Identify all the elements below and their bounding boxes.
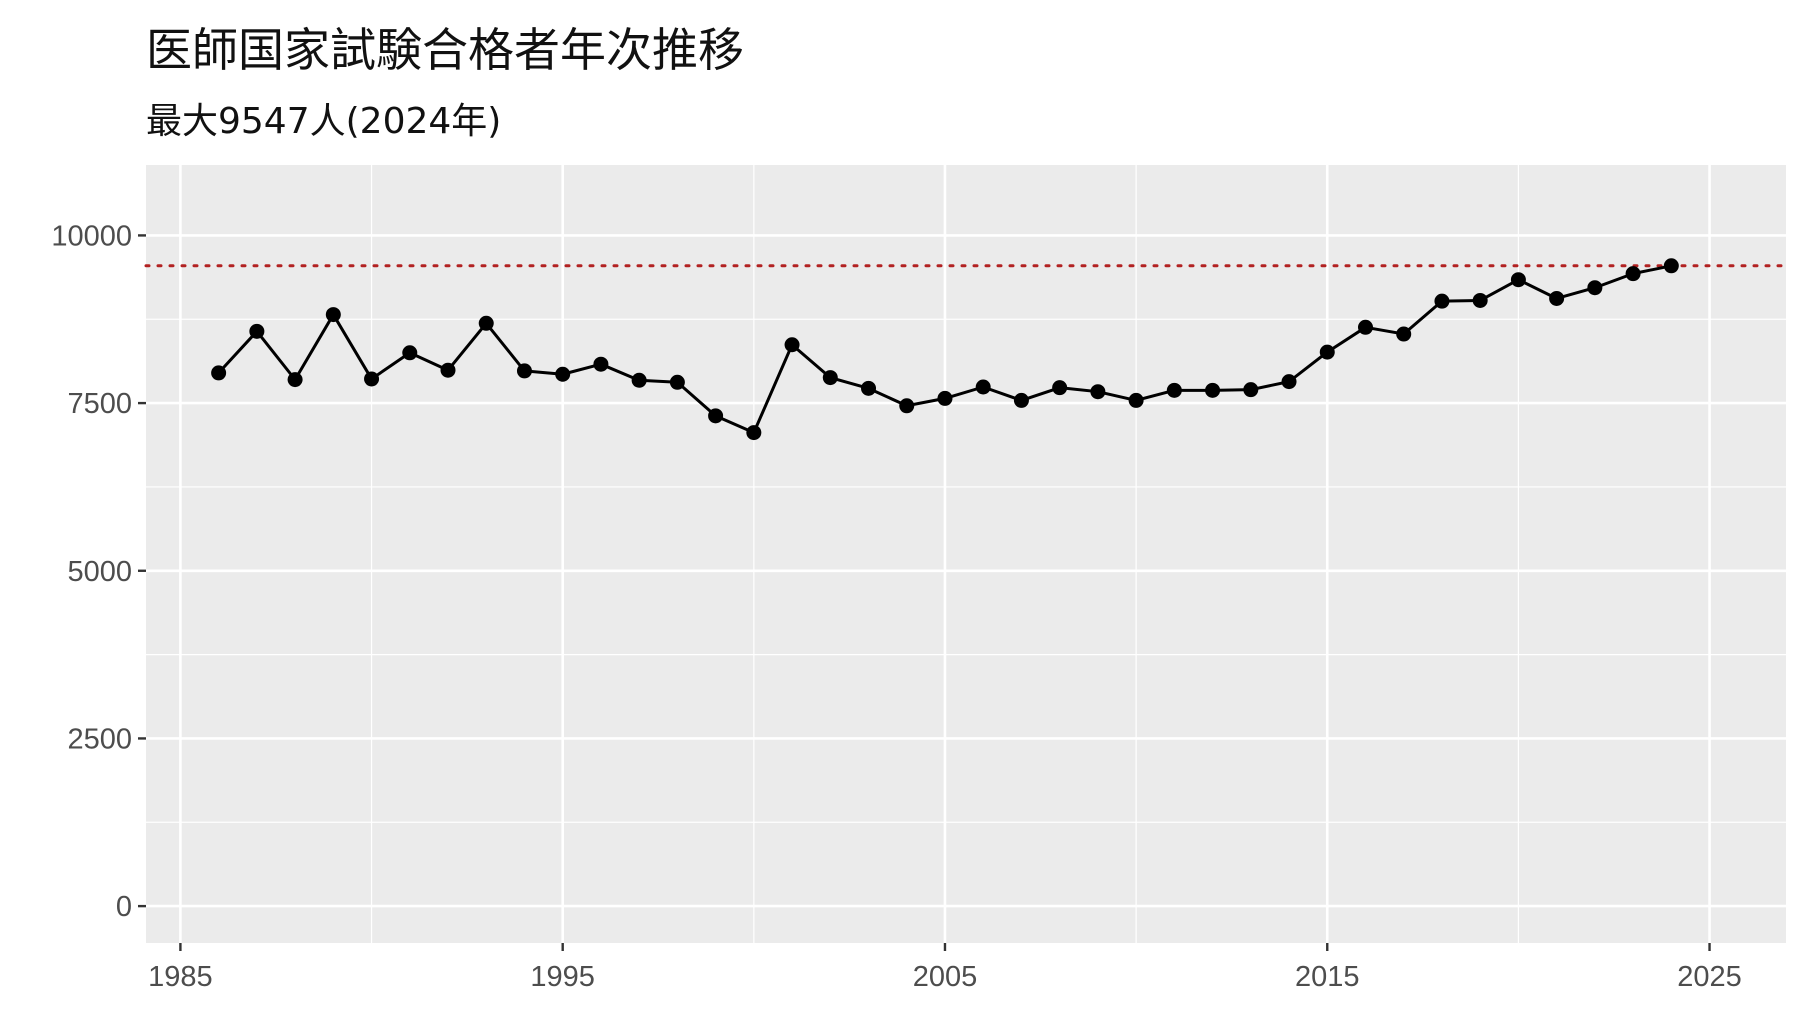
data-point <box>1281 374 1297 390</box>
data-point <box>1549 290 1565 306</box>
data-point <box>1510 272 1526 288</box>
data-point <box>478 315 494 331</box>
data-point <box>287 372 303 388</box>
data-point <box>669 374 685 390</box>
data-point <box>516 363 532 379</box>
data-point <box>1396 326 1412 342</box>
data-point <box>1472 292 1488 308</box>
y-tick-label: 7500 <box>67 388 132 420</box>
data-point <box>1205 382 1221 398</box>
x-tick-label: 2005 <box>913 961 978 993</box>
data-point <box>1166 382 1182 398</box>
data-point <box>325 307 341 323</box>
data-point <box>1128 392 1144 408</box>
data-point <box>1663 258 1679 274</box>
data-point <box>593 356 609 372</box>
data-point <box>211 365 227 381</box>
data-point <box>899 398 915 414</box>
x-tick-label: 2025 <box>1677 961 1742 993</box>
data-point <box>440 362 456 378</box>
data-point <box>784 337 800 353</box>
data-point <box>1319 344 1335 360</box>
data-point <box>1013 392 1029 408</box>
y-tick-label: 5000 <box>67 556 132 588</box>
data-point <box>822 370 838 386</box>
data-point <box>1243 382 1259 398</box>
data-point <box>364 371 380 387</box>
data-point <box>861 380 877 396</box>
data-point <box>1357 319 1373 335</box>
x-axis: 1985 1995 2005 2015 2025 <box>148 943 1742 993</box>
data-points <box>211 258 1679 441</box>
data-point <box>1052 380 1068 396</box>
data-point <box>402 345 418 361</box>
data-point <box>708 408 724 424</box>
y-tick-label: 0 <box>116 891 132 923</box>
data-point <box>975 379 991 395</box>
x-tick-label: 1985 <box>148 961 213 993</box>
data-point <box>555 366 571 382</box>
data-point <box>937 390 953 406</box>
y-axis: 0 2500 5000 7500 10000 <box>51 220 146 923</box>
data-point <box>1625 266 1641 282</box>
grid-minor <box>146 165 1786 943</box>
x-tick-label: 1995 <box>530 961 595 993</box>
y-tick-label: 2500 <box>67 723 132 755</box>
y-tick-label: 10000 <box>51 220 132 252</box>
chart-title: 医師国家試験合格者年次推移 <box>146 23 744 77</box>
data-point <box>1434 293 1450 309</box>
data-point <box>1090 384 1106 400</box>
data-point <box>631 372 647 388</box>
chart-subtitle: 最大9547人(2024年) <box>146 101 502 142</box>
data-point <box>249 323 265 339</box>
data-point <box>1587 280 1603 296</box>
data-point <box>746 425 762 441</box>
grid-major <box>146 165 1786 943</box>
plot-panel <box>146 165 1786 943</box>
x-tick-label: 2015 <box>1295 961 1360 993</box>
